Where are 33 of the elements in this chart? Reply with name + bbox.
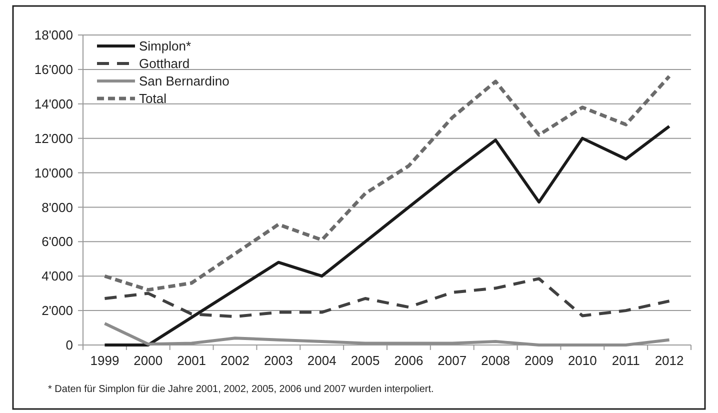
legend-label: Total [139,91,167,106]
x-tick-label: 2004 [307,353,336,368]
x-tick-label: 2010 [568,353,597,368]
text: * Daten für Simplon für die Jahre 2001, 2002, 2005, 2006 und 2007 wurden interpoliert. [48,384,434,395]
y-tick-label: 4'000 [42,268,73,284]
y-tick-label: 12'000 [34,130,73,146]
y-tick-label: 14'000 [34,96,73,112]
x-tick-label: 2001 [177,353,206,368]
y-tick-label: 10'000 [34,165,73,180]
line-series [103,124,671,346]
x-tick-label: 2002 [220,353,250,368]
x-tick-label: 1999 [90,353,120,368]
x-tick-label: 2009 [524,353,554,368]
legend-label: San Bernardino [139,74,230,89]
line-series [103,322,671,346]
x-tick-label: 2006 [394,353,424,368]
y-tick-label: 16'000 [34,62,73,77]
line-series [103,277,671,318]
x-tick-label: 2008 [481,353,510,368]
x-tick-label: 2012 [654,353,684,368]
y-tick-label: 0 [66,338,73,353]
legend-label: Gotthard [139,56,190,72]
y-tick-label: 8'000 [42,200,73,215]
legend-label: Simplon* [139,38,192,54]
x-tick-label: 2007 [438,353,467,368]
y-tick-label: 6'000 [42,234,73,250]
y-tick-label: 2'000 [42,303,73,318]
x-tick-label: 2005 [350,353,380,368]
x-tick-label: 2000 [134,353,163,368]
y-tick-label: 18'000 [34,28,73,43]
line-series [102,74,672,292]
x-tick-label: 2003 [264,353,293,368]
x-tick-label: 2011 [612,353,640,368]
